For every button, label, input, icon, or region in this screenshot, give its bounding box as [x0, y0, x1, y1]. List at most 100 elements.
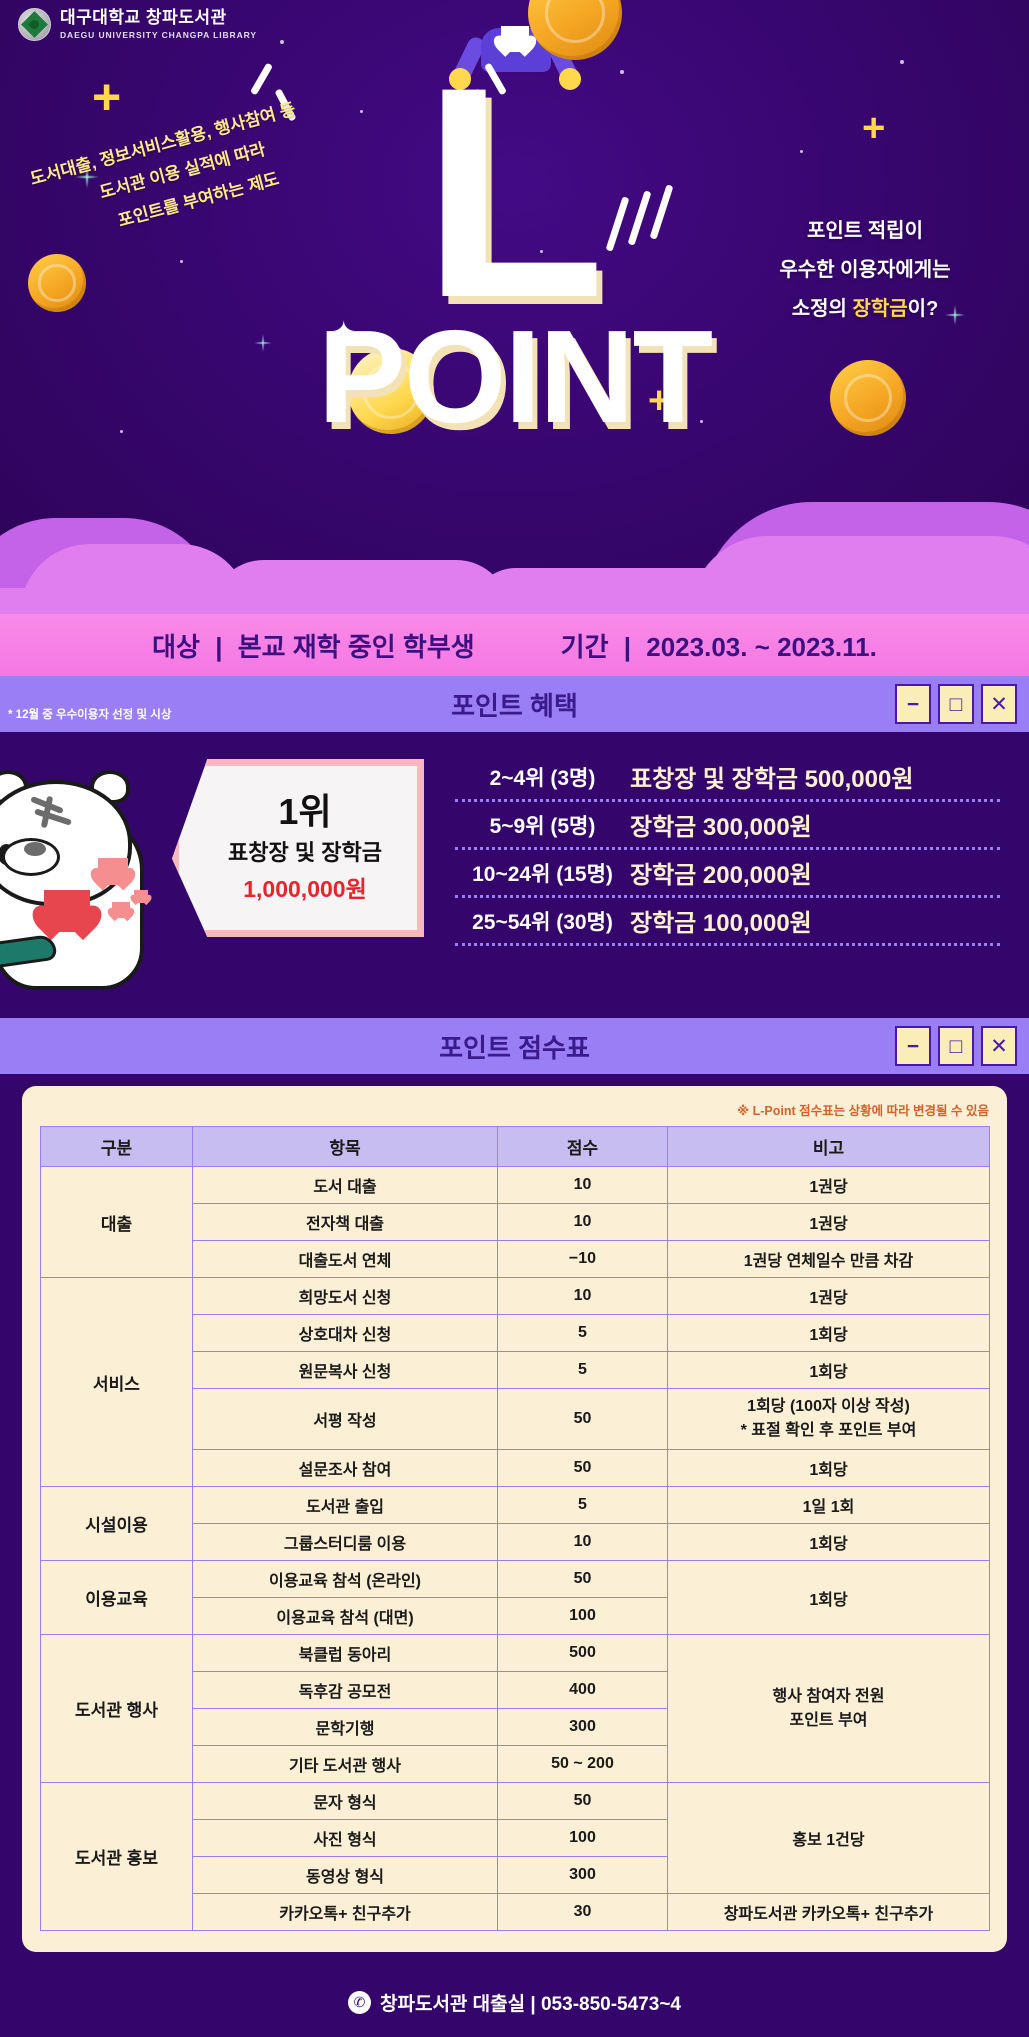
cell-item: 서평 작성 [192, 1388, 498, 1450]
sparkle-icon [940, 300, 970, 330]
table-row: 동영상 형식 300 [41, 1856, 990, 1894]
prize-row: 2~4위 (3명) 표창장 및 장학금 500,000원 [455, 754, 1000, 802]
cell-group: 도서관 홍보 [40, 1782, 193, 1931]
cell-item: 동영상 형식 [192, 1856, 498, 1894]
star-dot [280, 40, 284, 44]
table-row: 이용교육 참석 (대면) 100 [41, 1597, 990, 1635]
cell-item: 설문조사 참여 [192, 1449, 498, 1487]
col-header-item: 항목 [192, 1126, 498, 1167]
cell-item: 사진 형식 [192, 1819, 498, 1857]
table-row: 설문조사 참여 50 1회당 [41, 1449, 990, 1487]
cell-remark: 1권당 연체일수 만큼 차감 [667, 1240, 990, 1278]
cell-remark: 1권당 [667, 1277, 990, 1315]
coin-icon [28, 254, 86, 312]
cell-item: 그룹스터디룸 이용 [192, 1523, 498, 1561]
period-group: 기간 | 2023.03. ~ 2023.11. [561, 627, 877, 664]
target-group: 대상 | 본교 재학 중인 학부생 [152, 627, 475, 664]
table-row: 원문복사 신청 5 1회당 [41, 1351, 990, 1389]
cell-remark: 1회당 [667, 1523, 990, 1561]
cell-score: 300 [497, 1856, 668, 1894]
footer-contact: ✆ 창파도서관 대출실 | 053-850-5473~4 [0, 1968, 1029, 2037]
table-row: 이용교육 이용교육 참석 (온라인) 50 1회당 [40, 1560, 990, 1635]
benefits-section: 1위 표창장 및 장학금 1,000,000원 2~4위 (3명) 표창장 및 … [0, 732, 1029, 1018]
cell-item: 기타 도서관 행사 [192, 1745, 498, 1783]
cell-remark: 1회당 [667, 1314, 990, 1352]
table-row: 사진 형식 100 [41, 1819, 990, 1857]
cell-item: 원문복사 신청 [192, 1351, 498, 1389]
score-window-bar: 포인트 점수표 − □ ✕ [0, 1018, 1029, 1074]
benefits-window-bar: * 12월 중 우수이용자 선정 및 시상 포인트 혜택 − □ ✕ [0, 676, 1029, 732]
star-dot [180, 260, 183, 263]
scholarship-line-1: 포인트 적립이 [807, 220, 923, 242]
star-dot [120, 430, 123, 433]
star-dot [620, 70, 624, 74]
star-dot [900, 60, 904, 64]
cell-score: 10 [497, 1166, 668, 1204]
close-button[interactable]: ✕ [981, 1026, 1017, 1066]
star-dot [540, 250, 543, 253]
speed-line-decor [649, 184, 674, 240]
cell-remark: 홍보 1건당 [667, 1782, 990, 1894]
cell-group: 이용교육 [40, 1560, 193, 1635]
cell-item: 대출도서 연체 [192, 1240, 498, 1278]
maximize-button[interactable]: □ [938, 684, 974, 724]
university-seal-icon [18, 8, 51, 41]
cell-score: 30 [497, 1893, 668, 1931]
benefits-window-controls: − □ ✕ [895, 684, 1017, 724]
intro-blurb-left: 도서대출, 정보서비스활용, 행사참여 등 도서관 이용 실적에 따라 포인트를… [14, 90, 328, 259]
sparkle-icon [70, 160, 104, 194]
score-window-controls: − □ ✕ [895, 1026, 1017, 1066]
table-row: 도서관 홍보 문자 형식 50 홍보 1건당 [40, 1782, 990, 1931]
hero-word-point: POINT [317, 303, 713, 450]
cell-item: 도서 대출 [192, 1166, 498, 1204]
heart-icon [44, 890, 90, 932]
cell-score: 10 [497, 1277, 668, 1315]
coin-icon [830, 360, 906, 436]
prize-row: 5~9위 (5명) 장학금 300,000원 [455, 802, 1000, 850]
hero-section: 대구대학교 창파도서관 DAEGU UNIVERSITY CHANGPA LIB… [0, 0, 1029, 614]
minimize-button[interactable]: − [895, 684, 931, 724]
period-value: 2023.03. ~ 2023.11. [646, 631, 877, 662]
scholarship-line-3-post: 이? [907, 298, 939, 320]
minimize-button[interactable]: − [895, 1026, 931, 1066]
col-header-remark: 비고 [667, 1126, 990, 1167]
table-row: 전자책 대출 10 1권당 [41, 1203, 990, 1241]
target-label: 대상 [152, 631, 200, 662]
prize-rank: 10~24위 (15명) [472, 862, 613, 886]
prize-value: 장학금 200,000원 [630, 862, 812, 889]
scholarship-blurb-right: 포인트 적립이 우수한 이용자에게는 소정의 장학금이? [735, 212, 995, 329]
cell-score: 50 [497, 1449, 668, 1487]
library-name-ko: 대구대학교 창파도서관 [60, 8, 227, 28]
cell-remark: 1회당 (100자 이상 작성) * 표절 확인 후 포인트 부여 [667, 1388, 990, 1450]
cell-score: 5 [497, 1314, 668, 1352]
coin-icon [348, 348, 434, 434]
cell-score: 500 [497, 1634, 668, 1672]
benefits-note: * 12월 중 우수이용자 선정 및 시상 [8, 709, 172, 721]
banner-separator: | [623, 631, 632, 662]
table-row: 그룹스터디룸 이용 10 1회당 [41, 1523, 990, 1561]
cell-item: 카카오톡+ 친구추가 [192, 1893, 498, 1931]
benefits-title: 포인트 혜택 [451, 690, 578, 721]
prize-value: 장학금 300,000원 [630, 814, 812, 841]
tiger-mascot-icon [0, 762, 176, 992]
cell-score: 10 [497, 1203, 668, 1241]
close-button[interactable]: ✕ [981, 684, 1017, 724]
cell-item: 문자 형식 [192, 1782, 498, 1820]
table-row: 시설이용 도서관 출입 5 1일 1회 [40, 1486, 990, 1561]
score-note: ※ L-Point 점수표는 상황에 따라 변경될 수 있음 [736, 1104, 989, 1118]
col-header-score: 점수 [497, 1126, 668, 1167]
maximize-button[interactable]: □ [938, 1026, 974, 1066]
star-dot [700, 420, 703, 423]
cell-item: 전자책 대출 [192, 1203, 498, 1241]
cell-remark: 창파도서관 카카오톡+ 친구추가 [667, 1893, 990, 1931]
score-title: 포인트 점수표 [439, 1032, 590, 1063]
cell-item: 상호대차 신청 [192, 1314, 498, 1352]
cell-group: 시설이용 [40, 1486, 193, 1561]
table-row: 상호대차 신청 5 1회당 [41, 1314, 990, 1352]
heart-icon [134, 890, 148, 903]
cell-remark: 1권당 [667, 1203, 990, 1241]
target-value: 본교 재학 중인 학부생 [237, 631, 475, 662]
mountain-silhouette [0, 434, 1029, 614]
table-row: 서평 작성 50 1회당 (100자 이상 작성) * 표절 확인 후 포인트 부여 [41, 1388, 990, 1450]
footer-text: 창파도서관 대출실 | 053-850-5473~4 [380, 1994, 681, 2015]
